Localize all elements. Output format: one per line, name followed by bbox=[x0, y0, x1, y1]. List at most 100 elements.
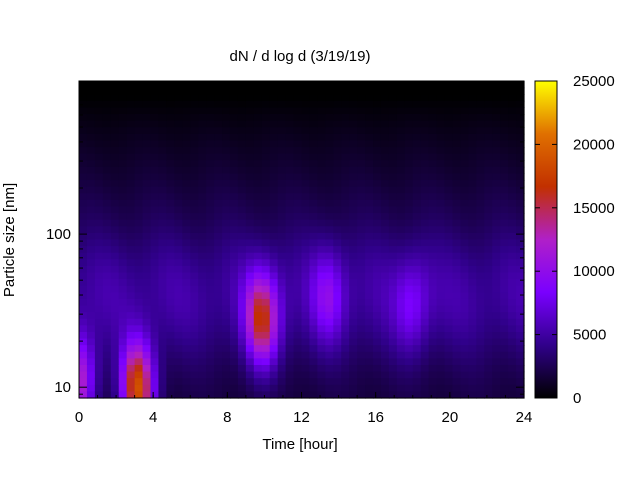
heatmap-cell bbox=[222, 252, 231, 260]
heatmap-cell bbox=[341, 358, 350, 366]
heatmap-cell bbox=[349, 180, 358, 188]
heatmap-cell bbox=[134, 213, 144, 221]
heatmap-cell bbox=[190, 87, 199, 95]
heatmap-cell bbox=[285, 384, 295, 392]
heatmap-cell bbox=[309, 87, 318, 95]
heatmap-cell bbox=[412, 173, 422, 181]
heatmap-cell bbox=[182, 94, 191, 102]
heatmap-cell bbox=[237, 199, 247, 208]
heatmap-cell bbox=[174, 272, 183, 280]
heatmap-cell bbox=[174, 265, 183, 274]
heatmap-cell bbox=[269, 305, 279, 313]
heatmap-cell bbox=[182, 312, 191, 320]
heatmap-cell bbox=[206, 87, 215, 95]
heatmap-cell bbox=[492, 285, 501, 293]
heatmap-cell bbox=[420, 160, 430, 168]
heatmap-cell bbox=[142, 371, 152, 379]
heatmap-cell bbox=[333, 239, 342, 247]
heatmap-cell bbox=[428, 239, 438, 247]
heatmap-cell bbox=[484, 351, 493, 359]
heatmap-cell bbox=[94, 305, 104, 313]
heatmap-cell bbox=[253, 331, 263, 340]
heatmap-cell bbox=[317, 140, 326, 148]
heatmap-cell bbox=[150, 140, 160, 148]
heatmap-cell bbox=[492, 239, 501, 247]
heatmap-cell bbox=[349, 318, 358, 326]
heatmap-cell bbox=[492, 384, 501, 392]
heatmap-cell bbox=[182, 285, 191, 293]
heatmap-cell bbox=[118, 252, 128, 260]
heatmap-cell bbox=[468, 114, 477, 122]
heatmap-cell bbox=[396, 318, 406, 326]
heatmap-cell bbox=[79, 298, 88, 307]
heatmap-cell bbox=[444, 239, 454, 247]
heatmap-cell bbox=[452, 193, 462, 201]
heatmap-cell bbox=[206, 364, 215, 373]
heatmap-cell bbox=[142, 153, 152, 161]
heatmap-cell bbox=[229, 153, 239, 161]
heatmap-cell bbox=[460, 107, 469, 115]
heatmap-cell bbox=[102, 81, 112, 89]
heatmap-cell bbox=[142, 127, 152, 135]
heatmap-cell bbox=[126, 312, 136, 320]
heatmap-cell bbox=[182, 265, 191, 274]
heatmap-cell bbox=[365, 252, 374, 260]
heatmap-cell bbox=[516, 358, 525, 366]
heatmap-cell bbox=[388, 325, 398, 333]
heatmap-cell bbox=[500, 213, 509, 221]
heatmap-cell bbox=[373, 173, 382, 181]
heatmap-cell bbox=[126, 127, 136, 135]
heatmap-cell bbox=[412, 279, 422, 287]
heatmap-cell bbox=[86, 153, 96, 161]
heatmap-cell bbox=[500, 358, 509, 366]
heatmap-cell bbox=[190, 107, 199, 115]
heatmap-cell bbox=[357, 166, 366, 175]
heatmap-cell bbox=[206, 371, 215, 379]
heatmap-cell bbox=[452, 331, 462, 340]
heatmap-cell bbox=[428, 114, 438, 122]
heatmap-cell bbox=[341, 180, 350, 188]
heatmap-cell bbox=[412, 206, 422, 214]
heatmap-cell bbox=[460, 140, 469, 148]
heatmap-cell bbox=[476, 232, 485, 241]
heatmap-cell bbox=[341, 166, 350, 175]
heatmap-cell bbox=[245, 173, 255, 181]
heatmap-cell bbox=[492, 371, 501, 379]
heatmap-cell bbox=[237, 318, 247, 326]
heatmap-cell bbox=[460, 147, 469, 155]
heatmap-cell bbox=[269, 312, 279, 320]
heatmap-cell bbox=[333, 147, 342, 155]
heatmap-cell bbox=[190, 305, 199, 313]
heatmap-cell bbox=[110, 364, 120, 373]
heatmap-cell bbox=[253, 206, 263, 214]
heatmap-cell bbox=[277, 206, 287, 214]
heatmap-cell bbox=[404, 114, 414, 122]
heatmap-cell bbox=[134, 384, 144, 392]
heatmap-cell bbox=[253, 213, 263, 221]
heatmap-cell bbox=[174, 180, 183, 188]
heatmap-cell bbox=[301, 232, 311, 241]
heatmap-cell bbox=[357, 87, 366, 95]
heatmap-cell bbox=[365, 364, 374, 373]
heatmap-cell bbox=[182, 252, 191, 260]
heatmap-cell bbox=[341, 193, 350, 201]
heatmap-cell bbox=[412, 378, 422, 386]
heatmap-cell bbox=[388, 371, 398, 379]
heatmap-cell bbox=[365, 133, 374, 142]
heatmap-cell bbox=[500, 133, 509, 142]
heatmap-cell bbox=[341, 384, 350, 392]
heatmap-cell bbox=[174, 371, 183, 379]
heatmap-cell bbox=[222, 285, 231, 293]
heatmap-cell bbox=[460, 259, 469, 267]
heatmap-cell bbox=[166, 318, 175, 326]
heatmap-cell bbox=[222, 265, 231, 274]
heatmap-cell bbox=[412, 160, 422, 168]
heatmap-cell bbox=[158, 305, 168, 313]
heatmap-cell bbox=[126, 265, 136, 274]
heatmap-cell bbox=[309, 312, 318, 320]
heatmap-cell bbox=[277, 226, 287, 234]
heatmap-cell bbox=[380, 325, 390, 333]
heatmap-cell bbox=[341, 81, 350, 89]
heatmap-cell bbox=[229, 133, 239, 142]
heatmap-cell bbox=[237, 312, 247, 320]
